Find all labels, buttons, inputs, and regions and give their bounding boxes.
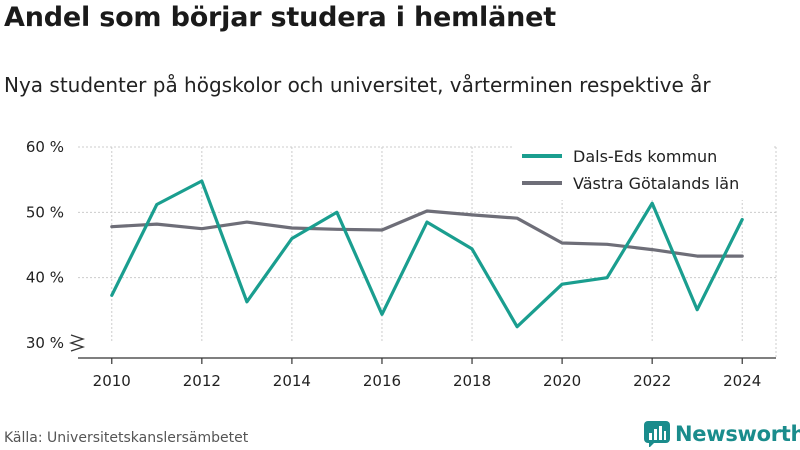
y-tick-label-40: 40 % bbox=[26, 269, 64, 287]
y-tick-label-60: 60 % bbox=[26, 138, 64, 156]
x-tick-label-2012: 2012 bbox=[183, 372, 221, 390]
x-tick-label-2010: 2010 bbox=[93, 372, 131, 390]
source-note: Källa: Universitetskanslersämbetet bbox=[4, 430, 249, 446]
newsworthy-logo-icon bbox=[644, 421, 670, 447]
brand-logo: Newsworthy bbox=[644, 421, 800, 447]
chart-subtitle: Nya studenter på högskolor och universit… bbox=[4, 73, 711, 97]
y-tick-label-30: 30 % bbox=[26, 334, 64, 352]
legend-label-1: Västra Götalands län bbox=[573, 174, 739, 193]
x-tick-label-2020: 2020 bbox=[543, 372, 581, 390]
x-tick-label-2014: 2014 bbox=[273, 372, 311, 390]
series-lines bbox=[110, 179, 744, 329]
x-axis: 2010 2012 2014 2016 2018 2020 2022 2024 bbox=[68, 334, 776, 390]
series-line-0 bbox=[110, 179, 744, 329]
axis-break-icon bbox=[68, 334, 86, 352]
chart-title: Andel som börjar studera i hemlänet bbox=[4, 2, 556, 33]
x-tick-label-2018: 2018 bbox=[453, 372, 491, 390]
y-axis-ticks: 30 % 40 % 50 % 60 % bbox=[26, 138, 64, 352]
series-line-1 bbox=[110, 209, 744, 258]
legend-background bbox=[512, 140, 774, 200]
x-tick-label-2016: 2016 bbox=[363, 372, 401, 390]
legend-label-0: Dals-Eds kommun bbox=[573, 147, 717, 166]
legend: Dals-Eds kommun Västra Götalands län bbox=[512, 140, 774, 200]
brand-name: Newsworthy bbox=[675, 422, 800, 446]
x-tick-label-2022: 2022 bbox=[633, 372, 671, 390]
x-tick-label-2024: 2024 bbox=[723, 372, 761, 390]
y-tick-label-50: 50 % bbox=[26, 203, 64, 221]
line-chart: 30 % 40 % 50 % 60 % 2010 2012 2014 2016 2018 202… bbox=[26, 138, 777, 390]
